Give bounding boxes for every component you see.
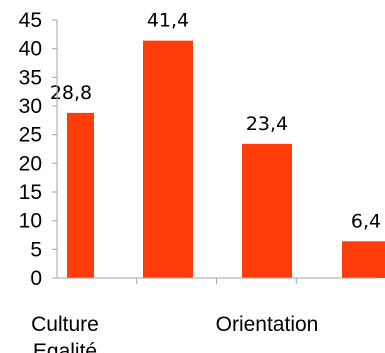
y-tick-label-0: 0 (30, 267, 42, 290)
bar-egalité (143, 41, 193, 278)
y-tick-label-35: 35 (19, 66, 42, 89)
y-axis-ticks: 0 5 10 15 20 25 30 35 40 45 (19, 9, 42, 290)
axes (52, 20, 376, 284)
data-label: 28,8 (50, 82, 92, 104)
category-label: Culture (31, 313, 99, 336)
y-tick-label-40: 40 (19, 38, 42, 61)
y-tick-label-30: 30 (19, 95, 42, 118)
category-label: Egalité (33, 340, 97, 353)
y-tick-label-10: 10 (19, 210, 42, 233)
category-labels: Culture Egalité Orientation (31, 313, 318, 353)
y-tick-label-5: 5 (30, 238, 42, 261)
data-label: 23,4 (246, 113, 288, 135)
category-label: Orientation (216, 313, 319, 336)
y-tick-label-15: 15 (19, 181, 42, 204)
bar-culture (67, 113, 94, 278)
y-tick-label-20: 20 (19, 152, 42, 175)
y-tick-label-45: 45 (19, 9, 42, 32)
bar-orientation (242, 144, 292, 278)
data-labels: 28,8 41,4 23,4 6,4 (50, 10, 381, 233)
data-label: 41,4 (147, 10, 189, 32)
data-label: 6,4 (351, 210, 381, 232)
bar-item-4 (342, 241, 385, 278)
bars (67, 41, 385, 278)
y-tick-label-25: 25 (19, 124, 42, 147)
